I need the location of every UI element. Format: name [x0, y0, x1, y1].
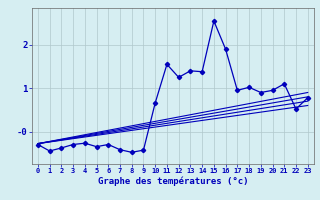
X-axis label: Graphe des températures (°c): Graphe des températures (°c) — [98, 177, 248, 186]
